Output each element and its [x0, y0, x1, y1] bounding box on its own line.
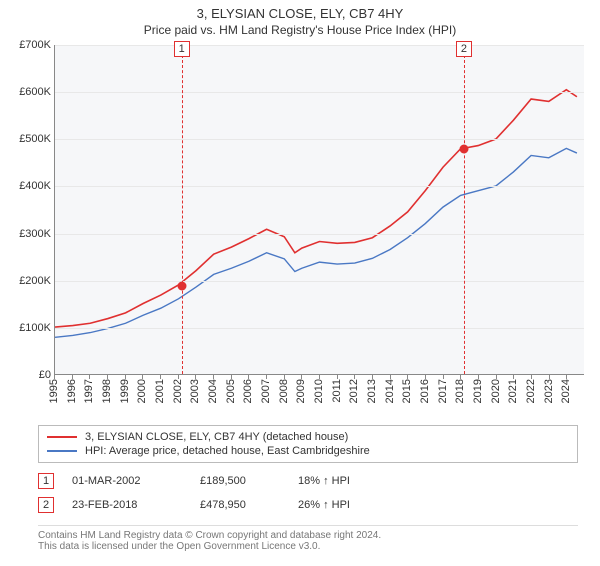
footer: Contains HM Land Registry data © Crown c… — [38, 525, 578, 552]
marker-dot — [177, 281, 186, 290]
x-axis-label: 1999 — [119, 379, 131, 403]
sale-delta: 26% ↑ HPI — [298, 499, 350, 511]
sales-table: 1 01-MAR-2002 £189,500 18% ↑ HPI 2 23-FE… — [38, 469, 578, 517]
page-title: 3, ELYSIAN CLOSE, ELY, CB7 4HY — [0, 6, 600, 21]
x-axis-label: 2023 — [543, 379, 555, 403]
marker-index: 1 — [174, 41, 190, 57]
y-axis-label: £500K — [3, 133, 51, 145]
x-axis-label: 2021 — [507, 379, 519, 403]
footer-line2: This data is licensed under the Open Gov… — [38, 541, 578, 552]
sale-index-2: 2 — [38, 497, 54, 513]
x-axis-label: 2008 — [278, 379, 290, 403]
y-axis-label: £600K — [3, 86, 51, 98]
x-axis-label: 2001 — [154, 379, 166, 403]
x-axis-label: 2005 — [225, 379, 237, 403]
sale-date: 23-FEB-2018 — [72, 499, 182, 511]
sale-price: £189,500 — [200, 475, 280, 487]
chart-lines — [55, 45, 584, 374]
x-axis-label: 1998 — [101, 379, 113, 403]
y-axis-label: £100K — [3, 322, 51, 334]
x-axis-label: 2010 — [313, 379, 325, 403]
legend-swatch-series2 — [47, 450, 77, 452]
x-axis-label: 2015 — [401, 379, 413, 403]
x-axis-label: 2000 — [136, 379, 148, 403]
marker-line — [182, 45, 183, 374]
x-axis-label: 2006 — [242, 379, 254, 403]
x-axis-label: 2009 — [295, 379, 307, 403]
y-axis-label: £0 — [3, 369, 51, 381]
legend: 3, ELYSIAN CLOSE, ELY, CB7 4HY (detached… — [38, 425, 578, 463]
x-axis-label: 2012 — [348, 379, 360, 403]
plot-area: £0£100K£200K£300K£400K£500K£600K£700K12 — [54, 45, 584, 375]
marker-dot — [459, 145, 468, 154]
x-axis-label: 2004 — [207, 379, 219, 403]
x-axis-label: 2013 — [366, 379, 378, 403]
x-axis-label: 1995 — [48, 379, 60, 403]
x-axis-label: 2016 — [419, 379, 431, 403]
sale-price: £478,950 — [200, 499, 280, 511]
x-axis-label: 2019 — [472, 379, 484, 403]
table-row: 1 01-MAR-2002 £189,500 18% ↑ HPI — [38, 469, 578, 493]
x-axis-label: 2017 — [437, 379, 449, 403]
marker-index: 2 — [456, 41, 472, 57]
x-axis-label: 1997 — [83, 379, 95, 403]
footer-line1: Contains HM Land Registry data © Crown c… — [38, 530, 578, 541]
x-axis-label: 1996 — [66, 379, 78, 403]
table-row: 2 23-FEB-2018 £478,950 26% ↑ HPI — [38, 493, 578, 517]
sale-index-1: 1 — [38, 473, 54, 489]
legend-label-series2: HPI: Average price, detached house, East… — [85, 445, 370, 457]
legend-swatch-series1 — [47, 436, 77, 438]
y-axis-label: £400K — [3, 180, 51, 192]
x-axis-label: 2018 — [454, 379, 466, 403]
x-axis-label: 2020 — [490, 379, 502, 403]
y-axis-label: £300K — [3, 228, 51, 240]
x-axis-label: 2011 — [331, 379, 343, 403]
x-axis-label: 2024 — [560, 379, 572, 403]
x-axis-label: 2014 — [384, 379, 396, 403]
legend-row-series1: 3, ELYSIAN CLOSE, ELY, CB7 4HY (detached… — [47, 430, 569, 444]
chart: £0£100K£200K£300K£400K£500K£600K£700K12 … — [54, 45, 584, 375]
page-subtitle: Price paid vs. HM Land Registry's House … — [0, 23, 600, 37]
x-axis-label: 2022 — [525, 379, 537, 403]
sale-date: 01-MAR-2002 — [72, 475, 182, 487]
x-axis-labels: 1995199619971998199920002001200220032004… — [54, 375, 584, 421]
x-axis-label: 2002 — [172, 379, 184, 403]
y-axis-label: £200K — [3, 275, 51, 287]
legend-label-series1: 3, ELYSIAN CLOSE, ELY, CB7 4HY (detached… — [85, 431, 348, 443]
x-axis-label: 2007 — [260, 379, 272, 403]
marker-line — [464, 45, 465, 374]
sale-delta: 18% ↑ HPI — [298, 475, 350, 487]
legend-row-series2: HPI: Average price, detached house, East… — [47, 444, 569, 458]
x-axis-label: 2003 — [189, 379, 201, 403]
y-axis-label: £700K — [3, 39, 51, 51]
